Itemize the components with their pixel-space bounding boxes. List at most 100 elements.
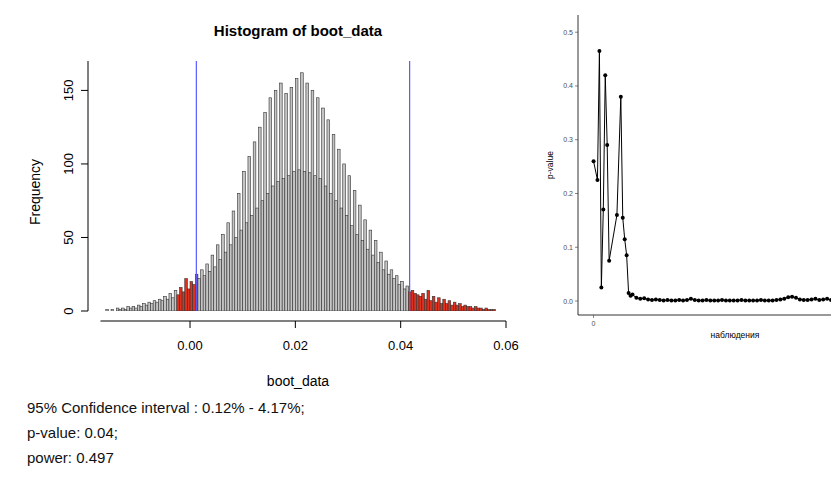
hist-bar xyxy=(369,230,372,311)
pvalue-point xyxy=(607,259,611,263)
pvalue-point xyxy=(771,298,775,302)
pvalue-point xyxy=(720,298,724,302)
hist-bar xyxy=(419,296,422,311)
hist-bar xyxy=(298,170,301,311)
hist-bar xyxy=(453,302,456,311)
hist-bar xyxy=(193,285,196,311)
pvalue-point xyxy=(677,298,681,302)
hist-bar xyxy=(340,208,343,311)
hist-bar xyxy=(124,310,127,311)
hist-bar xyxy=(264,112,267,311)
hist-bar xyxy=(393,279,396,311)
hist-bar xyxy=(187,289,190,311)
x-label: наблюдения xyxy=(711,330,760,340)
hist-bar xyxy=(245,223,248,311)
hist-bar xyxy=(164,296,167,311)
y-tick-label: 0 xyxy=(61,307,76,314)
hist-bar xyxy=(335,201,338,311)
pvalue-line xyxy=(594,51,831,300)
pvalue-point xyxy=(798,297,802,301)
hist-bar xyxy=(322,108,325,311)
y-tick xyxy=(81,163,88,164)
x-tick-label: 0.04 xyxy=(388,338,413,353)
y-tick-label: 0.4 xyxy=(563,82,573,89)
pvalue-point xyxy=(681,298,685,302)
hist-bar xyxy=(248,157,251,311)
ci-line xyxy=(196,61,197,311)
hist-bar xyxy=(108,311,111,312)
hist-bar xyxy=(477,308,480,311)
hist-bar xyxy=(443,299,446,311)
hist-bar xyxy=(432,296,435,311)
pvalue-point xyxy=(743,298,747,302)
pvalue-point xyxy=(759,298,763,302)
y-tick-label: 0.2 xyxy=(563,190,573,197)
pvalue-point xyxy=(619,95,623,99)
hist-bar xyxy=(151,304,154,311)
hist-bar xyxy=(269,98,272,311)
x-tick xyxy=(593,315,594,318)
hist-bar xyxy=(303,171,306,311)
hist-bar xyxy=(359,205,362,311)
pvalue-point xyxy=(794,296,798,300)
pvalue-point xyxy=(724,298,728,302)
hist-bar xyxy=(316,98,319,311)
pvalue-point xyxy=(623,237,627,241)
pvalue-point xyxy=(712,298,716,302)
pvalue-point xyxy=(739,298,743,302)
pvalue-point xyxy=(736,298,740,302)
pvalue-point xyxy=(650,298,654,302)
hist-bar xyxy=(456,305,459,311)
hist-bar xyxy=(132,307,135,311)
ci-line xyxy=(409,61,410,311)
hist-bar xyxy=(148,302,151,311)
hist-bar xyxy=(232,211,235,311)
y-axis xyxy=(88,61,89,311)
y-tick xyxy=(575,139,578,140)
hist-bar xyxy=(327,120,330,311)
hist-bar xyxy=(272,186,275,311)
pvalue-point xyxy=(817,298,821,302)
hist-bar xyxy=(137,305,140,311)
hist-bar xyxy=(464,305,467,311)
y-tick-label: 0.5 xyxy=(563,29,573,36)
x-tick-label: 0.06 xyxy=(493,338,518,353)
y-label: p-value xyxy=(545,151,555,179)
pvalue-point xyxy=(701,298,705,302)
x-tick xyxy=(295,321,296,328)
ci-lines xyxy=(196,61,409,311)
hist-bar xyxy=(227,223,230,311)
pvalue-point xyxy=(654,297,658,301)
x-label: boot_data xyxy=(267,373,329,389)
hist-bar xyxy=(351,226,354,311)
hist-bar xyxy=(343,164,346,311)
hist-bar xyxy=(372,255,375,311)
pvalue-point xyxy=(704,298,708,302)
hist-bar xyxy=(377,262,380,311)
hist-bar xyxy=(440,304,443,311)
pvalue-point xyxy=(662,298,666,302)
pvalue-point xyxy=(634,296,638,300)
hist-bar xyxy=(211,255,214,311)
x-tick xyxy=(190,321,191,328)
hist-bar xyxy=(203,276,206,311)
hist-bar xyxy=(179,287,182,311)
hist-bar xyxy=(485,308,488,311)
hist-bar xyxy=(490,310,493,311)
hist-bar xyxy=(314,176,317,311)
pvalue-point xyxy=(615,213,619,217)
x-tick-label: 0.02 xyxy=(283,338,308,353)
hist-bar xyxy=(266,193,269,311)
pvalue-point xyxy=(599,286,603,290)
hist-bar xyxy=(382,270,385,311)
pvalue-point xyxy=(716,298,720,302)
y-tick-label: 0.0 xyxy=(563,298,573,305)
hist-bar xyxy=(332,135,335,311)
hist-bar xyxy=(256,208,259,311)
hist-bar xyxy=(493,310,496,311)
hist-bar xyxy=(201,270,204,311)
hist-bar xyxy=(243,171,246,311)
pvalue-point xyxy=(786,295,790,299)
hist-bar xyxy=(290,87,293,311)
hist-bar xyxy=(480,308,483,311)
